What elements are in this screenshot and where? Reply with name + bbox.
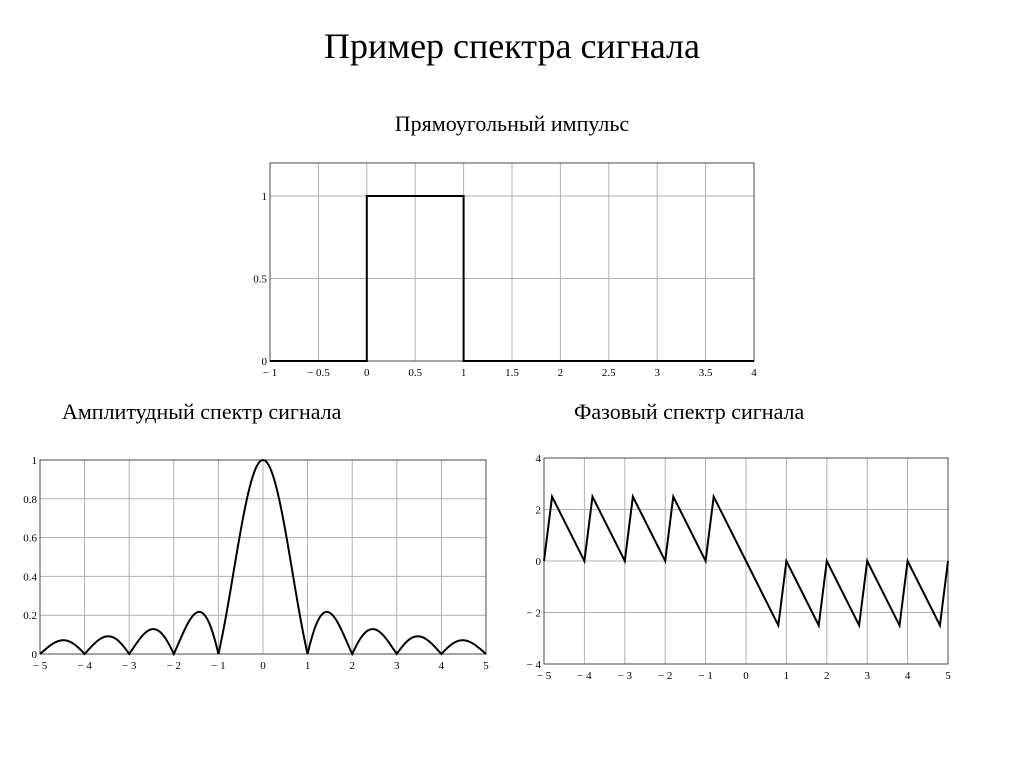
x-tick-label: 1.5 [505, 367, 519, 379]
y-tick-label: 0.4 [23, 571, 37, 583]
x-tick-label: 1 [784, 670, 790, 682]
x-tick-label: 3 [654, 367, 660, 379]
series-line [543, 493, 949, 629]
x-tick-label: − 5 [537, 670, 552, 682]
x-tick-label: 2 [349, 660, 355, 672]
rectangular-pulse-chart: − 1 − 0.5 0 0.5 1 1.5 2 2.5 3 3.5 4 0 0.5 1 [253, 162, 757, 379]
x-tick-label: − 1 [698, 670, 712, 682]
x-tick-label: − 4 [577, 670, 592, 682]
x-tick-label: 3.5 [699, 367, 713, 379]
amplitude-spectrum-chart: − 5 − 4 − 3 − 2 − 1 0 1 2 3 4 5 0 0.2 0.4 0.6 0.8 1 [23, 455, 489, 672]
x-tick-label: − 1 [211, 660, 225, 672]
x-tick-label: − 1 [263, 367, 277, 379]
x-tick-label: 1 [305, 660, 311, 672]
x-tick-label: 4 [439, 660, 445, 672]
x-tick-label: − 3 [122, 660, 137, 672]
x-tick-label: 5 [483, 660, 489, 672]
x-tick-label: − 4 [77, 660, 92, 672]
y-tick-label: 0 [32, 649, 38, 661]
y-tick-label: 0.8 [23, 494, 37, 506]
y-tick-label: 2 [536, 505, 542, 517]
x-tick-label: − 5 [33, 660, 48, 672]
x-tick-label: 2 [558, 367, 564, 379]
x-tick-label: 0 [364, 367, 370, 379]
x-tick-label: − 2 [167, 660, 181, 672]
x-tick-label: 3 [394, 660, 400, 672]
x-tick-label: 0.5 [408, 367, 422, 379]
x-tick-label: 4 [905, 670, 911, 682]
y-tick-label: 4 [536, 453, 542, 465]
y-tick-label: − 4 [527, 659, 542, 671]
x-tick-label: 2.5 [602, 367, 616, 379]
series-line [270, 195, 754, 362]
x-tick-label: 0 [743, 670, 749, 682]
y-tick-label: 1 [32, 455, 38, 467]
slide-title: Пример спектра сигнала [324, 26, 700, 66]
y-tick-label: − 2 [527, 608, 541, 620]
x-tick-label: 2 [824, 670, 830, 682]
x-tick-label: − 3 [618, 670, 633, 682]
x-tick-label: − 0.5 [307, 367, 330, 379]
x-tick-label: 0 [260, 660, 266, 672]
y-tick-label: 0.2 [23, 610, 37, 622]
y-tick-label: 1 [262, 191, 268, 203]
y-tick-label: 0.6 [23, 533, 37, 545]
x-tick-label: 4 [751, 367, 757, 379]
pulse-chart-title: Прямоугольный импульс [394, 111, 630, 136]
x-tick-label: 1 [461, 367, 467, 379]
phase-chart-title: Фазовый спектр сигнала [574, 399, 805, 424]
x-tick-label: 5 [945, 670, 951, 682]
y-tick-label: 0 [262, 356, 268, 368]
amplitude-chart-title: Амплитудный спектр сигнала [62, 399, 342, 424]
y-tick-label: 0 [536, 556, 542, 568]
y-tick-label: 0.5 [253, 274, 267, 286]
x-tick-label: 3 [864, 670, 870, 682]
x-tick-label: − 2 [658, 670, 672, 682]
series-line [39, 458, 487, 657]
